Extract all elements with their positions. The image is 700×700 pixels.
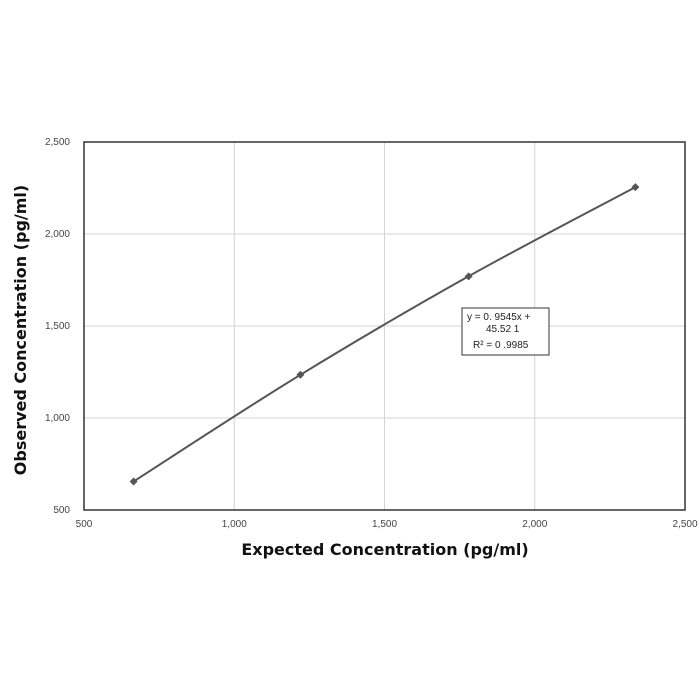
y-tick-label: 2,500 [45,137,70,148]
y-tick-labels: 500 1,000 1,500 2,000 2,500 [45,137,70,516]
data-point-diamond [129,477,138,486]
equation-box-frame [461,307,550,356]
x-tick-label: 500 [76,519,93,530]
y-axis-title: Observed Concentration (pg/ml) [11,185,30,475]
equation-box: y = 0. 9545x + 45.52 1 R² = 0 .9985 [461,307,550,356]
plot-frame [83,141,686,511]
x-tick-label: 2,000 [522,519,547,530]
x-tick-labels: 500 1,000 1,500 2,000 2,500 [76,519,698,530]
x-tick-label: 2,500 [672,519,697,530]
series-line [133,186,636,483]
x-tick-label: 1,500 [372,519,397,530]
data-points [129,183,640,486]
data-point-diamond [631,183,640,192]
y-tick-label: 1,500 [45,321,70,332]
equation-line-2: 45.52 1 [486,324,520,335]
y-tick-label: 500 [53,505,70,516]
equation-line-1: y = 0. 9545x + [467,312,531,323]
data-point-diamond [296,370,305,379]
data-point-diamond [464,272,473,281]
y-tick-label: 2,000 [45,229,70,240]
x-tick-label: 1,000 [222,519,247,530]
x-axis-title: Expected Concentration (pg/ml) [241,540,528,559]
r-squared-label: R² = 0 .9985 [473,340,529,351]
y-tick-label: 1,000 [45,413,70,424]
